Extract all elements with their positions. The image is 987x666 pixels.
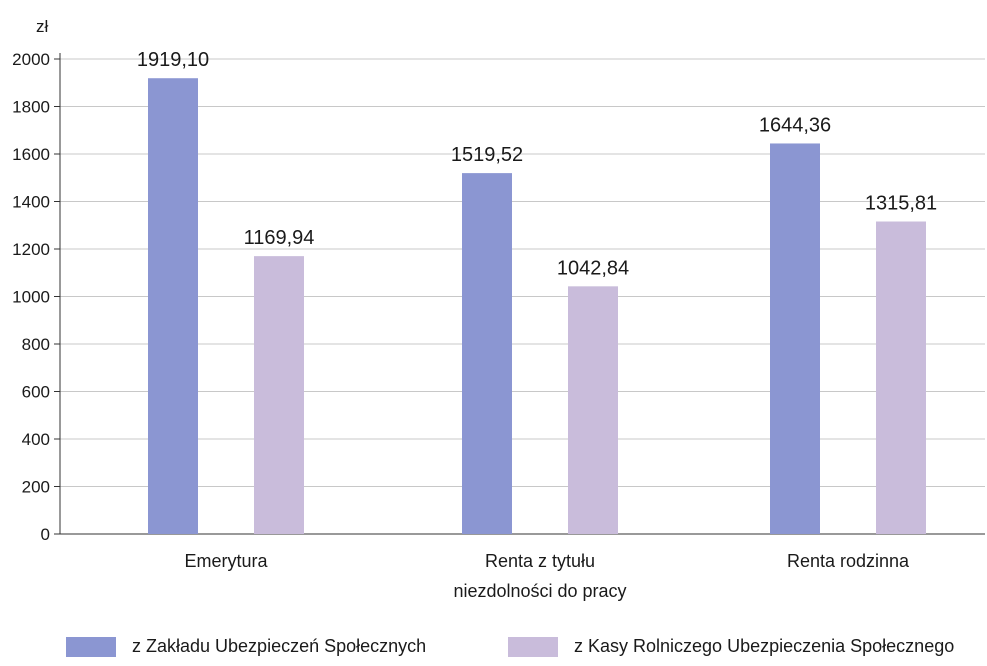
category-label-0-line-0: Emerytura	[184, 551, 268, 571]
legend-label-krus: z Kasy Rolniczego Ubezpieczenia Społeczn…	[574, 636, 955, 656]
legend-swatch-krus	[508, 636, 558, 657]
legend-swatch-zus	[66, 636, 116, 657]
data-label-s0-c0: 1919,10	[137, 49, 209, 71]
data-label-s0-c2: 1644,36	[759, 114, 831, 136]
y-tick-label-1200: 1200	[12, 240, 50, 259]
bar-s1-c0	[254, 256, 304, 534]
bar-s1-c1	[568, 286, 618, 534]
data-labels: 1919,10 1519,52 1644,36 1169,94 1042,84 1315,…	[137, 49, 937, 279]
y-tick-label-200: 200	[22, 478, 50, 497]
legend-item-zus: z Zakładu Ubezpieczeń Społecznych	[66, 636, 426, 657]
y-tick-label-800: 800	[22, 335, 50, 354]
y-tick-label-1800: 1800	[12, 98, 50, 117]
category-label-1-line-1: niezdolności do pracy	[453, 581, 626, 601]
y-tick-label-1400: 1400	[12, 193, 50, 212]
y-tick-label-0: 0	[41, 525, 50, 544]
axes: 0 200 400 600 800 1000 1200 1400 1600 1800 2000	[12, 50, 985, 544]
y-tick-label-2000: 2000	[12, 50, 50, 69]
data-label-s1-c0: 1169,94	[244, 227, 315, 249]
data-label-s1-c1: 1042,84	[557, 257, 629, 279]
bar-s0-c0	[148, 78, 198, 535]
data-label-s1-c2: 1315,81	[865, 192, 937, 214]
category-labels: Emerytura Renta z tytułu niezdolności do p…	[184, 551, 910, 601]
category-label-1-line-0: Renta z tytułu	[485, 551, 595, 571]
category-label-2-line-0: Renta rodzinna	[787, 551, 910, 571]
legend-item-krus: z Kasy Rolniczego Ubezpieczenia Społeczn…	[508, 636, 954, 657]
bar-s0-c2	[770, 143, 820, 535]
legend: z Zakładu Ubezpieczeń Społecznych z Kasy…	[0, 636, 987, 661]
y-tick-label-600: 600	[22, 383, 50, 402]
bar-s1-c2	[876, 221, 926, 535]
bar-s0-c1	[462, 173, 512, 534]
data-label-s0-c1: 1519,52	[451, 144, 523, 166]
y-axis-unit-label: zł	[36, 17, 49, 36]
y-tick-label-400: 400	[22, 430, 50, 449]
gridlines	[60, 58, 985, 487]
legend-label-zus: z Zakładu Ubezpieczeń Społecznych	[132, 636, 427, 656]
bars	[148, 78, 926, 535]
y-tick-label-1000: 1000	[12, 288, 50, 307]
y-tick-label-1600: 1600	[12, 145, 50, 164]
